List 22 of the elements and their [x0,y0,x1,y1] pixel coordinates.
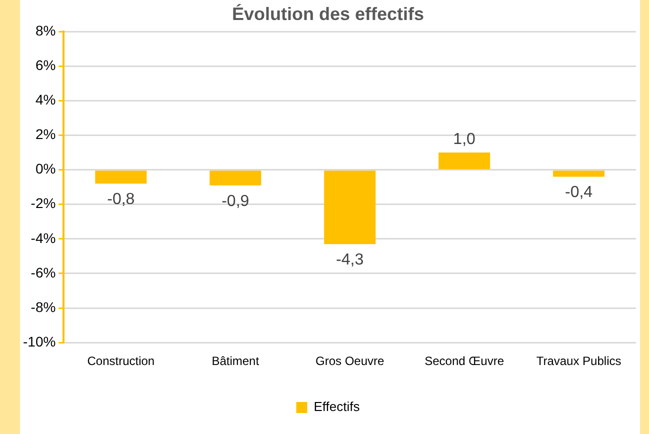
y-tick-label: 6% [35,57,56,74]
x-tick-label: Construction [87,354,155,368]
data-label: -0,8 [107,191,135,208]
y-tick-label: 2% [35,126,56,142]
x-tick-label: Gros Oeuvre [315,354,385,368]
x-tick-label: Travaux Publics [536,354,622,368]
data-label: -0,4 [564,184,593,202]
data-label: -0,9 [222,192,250,210]
y-tick-label: 4% [35,92,56,108]
y-tick-label: -8% [30,298,56,315]
x-tick-label: Bâtiment [212,354,260,368]
x-tick-label: Second Œuvre [424,354,504,368]
y-tick-label: -10% [22,333,56,350]
data-label: -4,3 [336,252,364,269]
y-tick-label: 8% [35,22,56,38]
y-tick-label: -6% [30,264,56,280]
y-tick-label: 0% [35,160,56,177]
data-label: 1,0 [453,130,476,148]
y-tick-label: -4% [30,230,56,246]
legend-label: Effectifs [314,399,360,414]
y-tick-label: -2% [30,195,56,212]
chart-title: Évolution des effectifs [232,4,424,24]
